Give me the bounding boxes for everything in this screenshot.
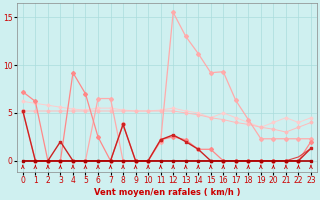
X-axis label: Vent moyen/en rafales ( km/h ): Vent moyen/en rafales ( km/h ) xyxy=(94,188,240,197)
